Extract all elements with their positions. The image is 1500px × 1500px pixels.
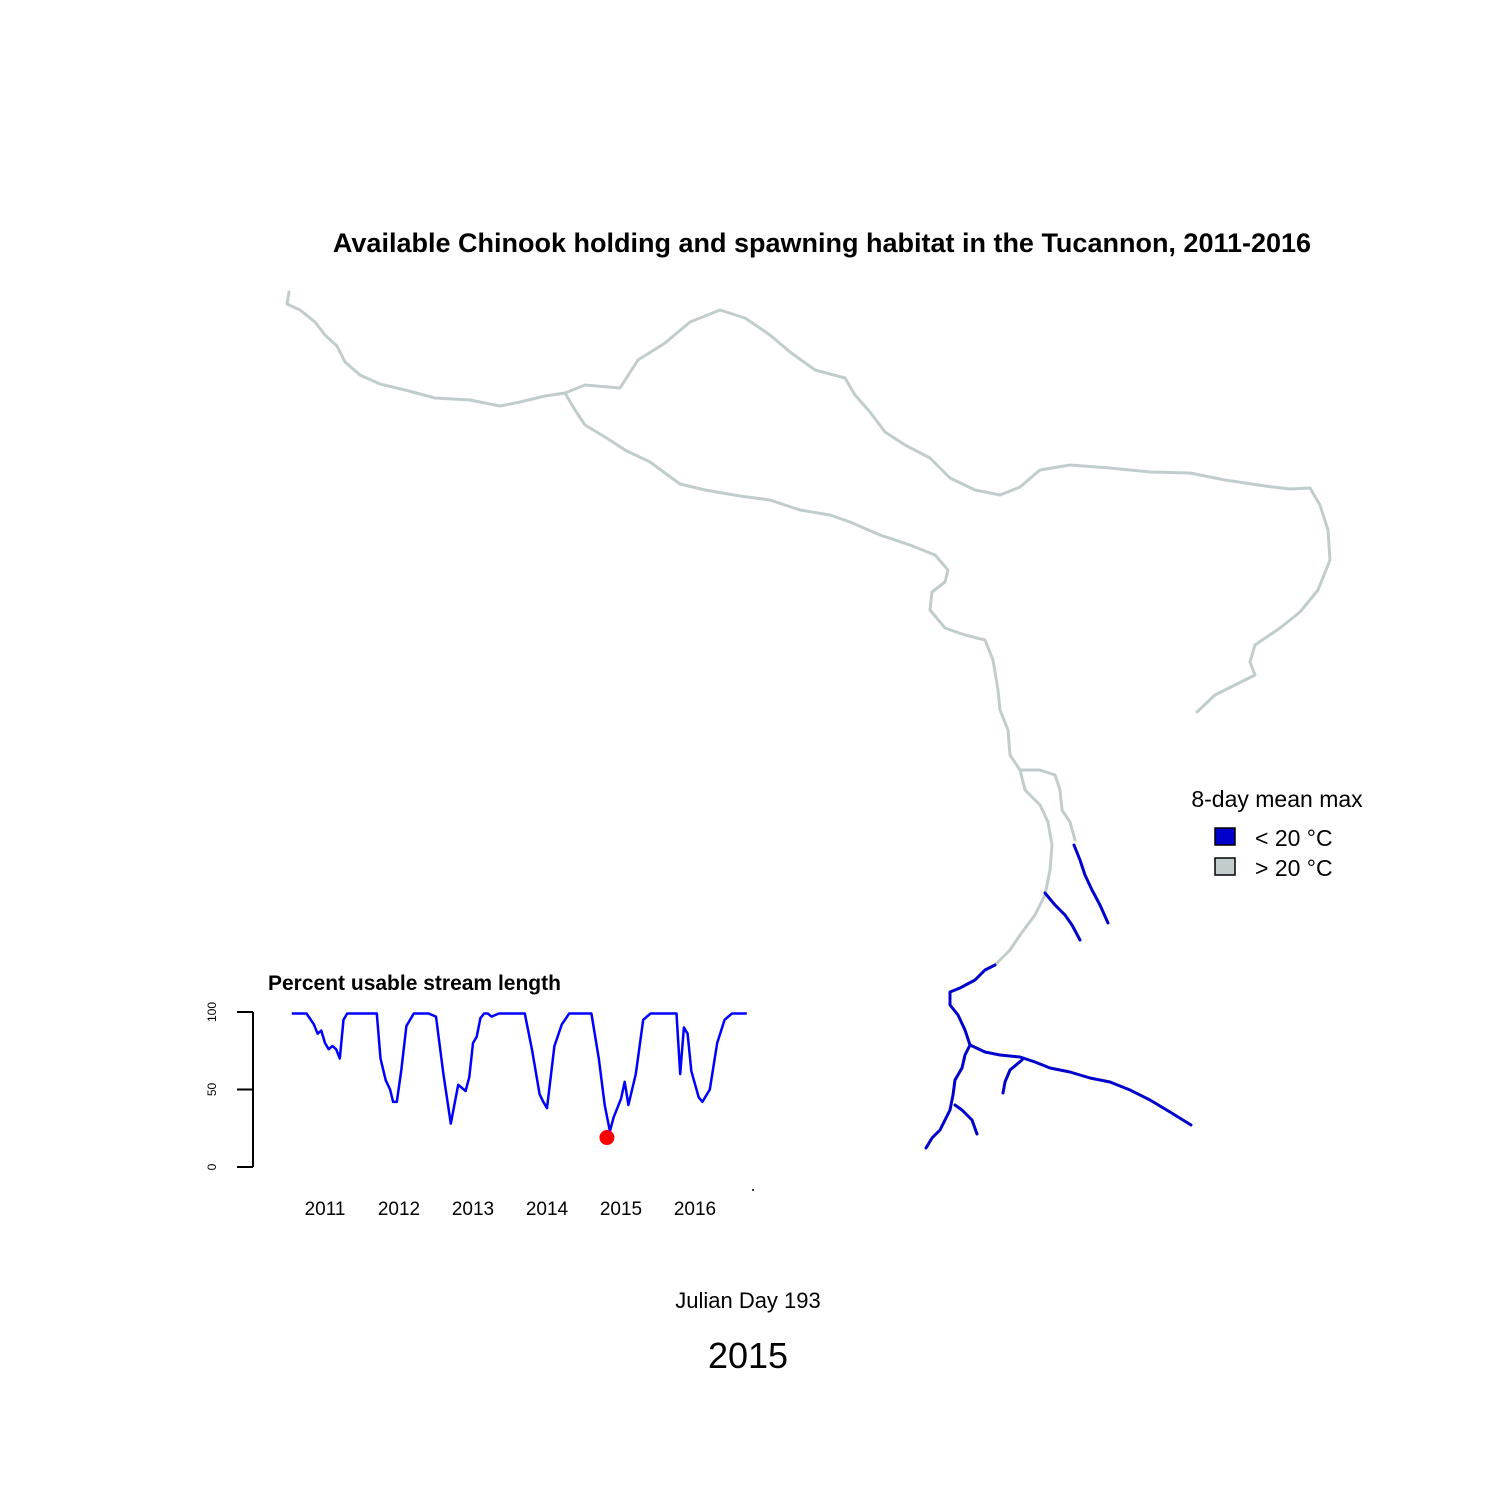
julian-day-label: Julian Day 193 (675, 1288, 821, 1313)
stray-dot (752, 1189, 754, 1191)
inset-chart-title: Percent usable stream length (268, 972, 561, 995)
inset-y-tick-label: 50 (205, 1083, 219, 1097)
legend-swatch-cool (1214, 827, 1236, 846)
cool-reaches (924, 843, 1193, 1150)
legend-label-cool: < 20 °C (1255, 825, 1333, 851)
stream-reach-east-fork (1018, 768, 1077, 842)
stream-reach-lower-branch (953, 1103, 979, 1136)
inset-chart: Percent usable stream length 0 50 100 2011 2… (205, 972, 754, 1220)
legend-label-warm: > 20 °C (1255, 855, 1333, 881)
stream-network-map (285, 290, 1332, 1150)
legend-swatch-warm (1214, 857, 1236, 876)
stream-reach-east-tributary (1043, 891, 1082, 942)
inset-current-marker (599, 1130, 615, 1146)
stream-reach-lower-mainstem (924, 963, 997, 1150)
inset-axes: 0 50 100 2011 2012 2013 2014 2015 2016 (205, 1002, 716, 1220)
warm-reaches (285, 290, 1332, 967)
stream-reach-southeast-spur (1001, 1058, 1024, 1095)
stream-reach-mainstem (563, 391, 1054, 967)
inset-x-tick-label: 2016 (674, 1199, 716, 1220)
inset-x-tick-label: 2012 (378, 1199, 420, 1220)
inset-y-tick-label: 100 (205, 1002, 219, 1022)
inset-x-tick-label: 2011 (305, 1199, 346, 1220)
stream-reach-southeast (968, 1043, 1193, 1127)
stream-reach-east-headwater (1072, 843, 1110, 925)
figure-title: Available Chinook holding and spawning h… (333, 228, 1311, 258)
inset-marks (291, 1012, 747, 1146)
year-label: 2015 (708, 1335, 788, 1376)
stream-reach-northwest (285, 290, 567, 408)
inset-x-tick-label: 2014 (526, 1199, 569, 1220)
inset-series-line (291, 1012, 747, 1133)
legend-title: 8-day mean max (1191, 786, 1363, 812)
inset-x-tick-label: 2015 (600, 1199, 642, 1220)
inset-x-tick-label: 2013 (452, 1199, 494, 1220)
inset-y-tick-label: 0 (205, 1163, 219, 1170)
stream-reach-upper-loop (563, 308, 1332, 714)
legend: 8-day mean max < 20 °C > 20 °C (1191, 786, 1363, 881)
